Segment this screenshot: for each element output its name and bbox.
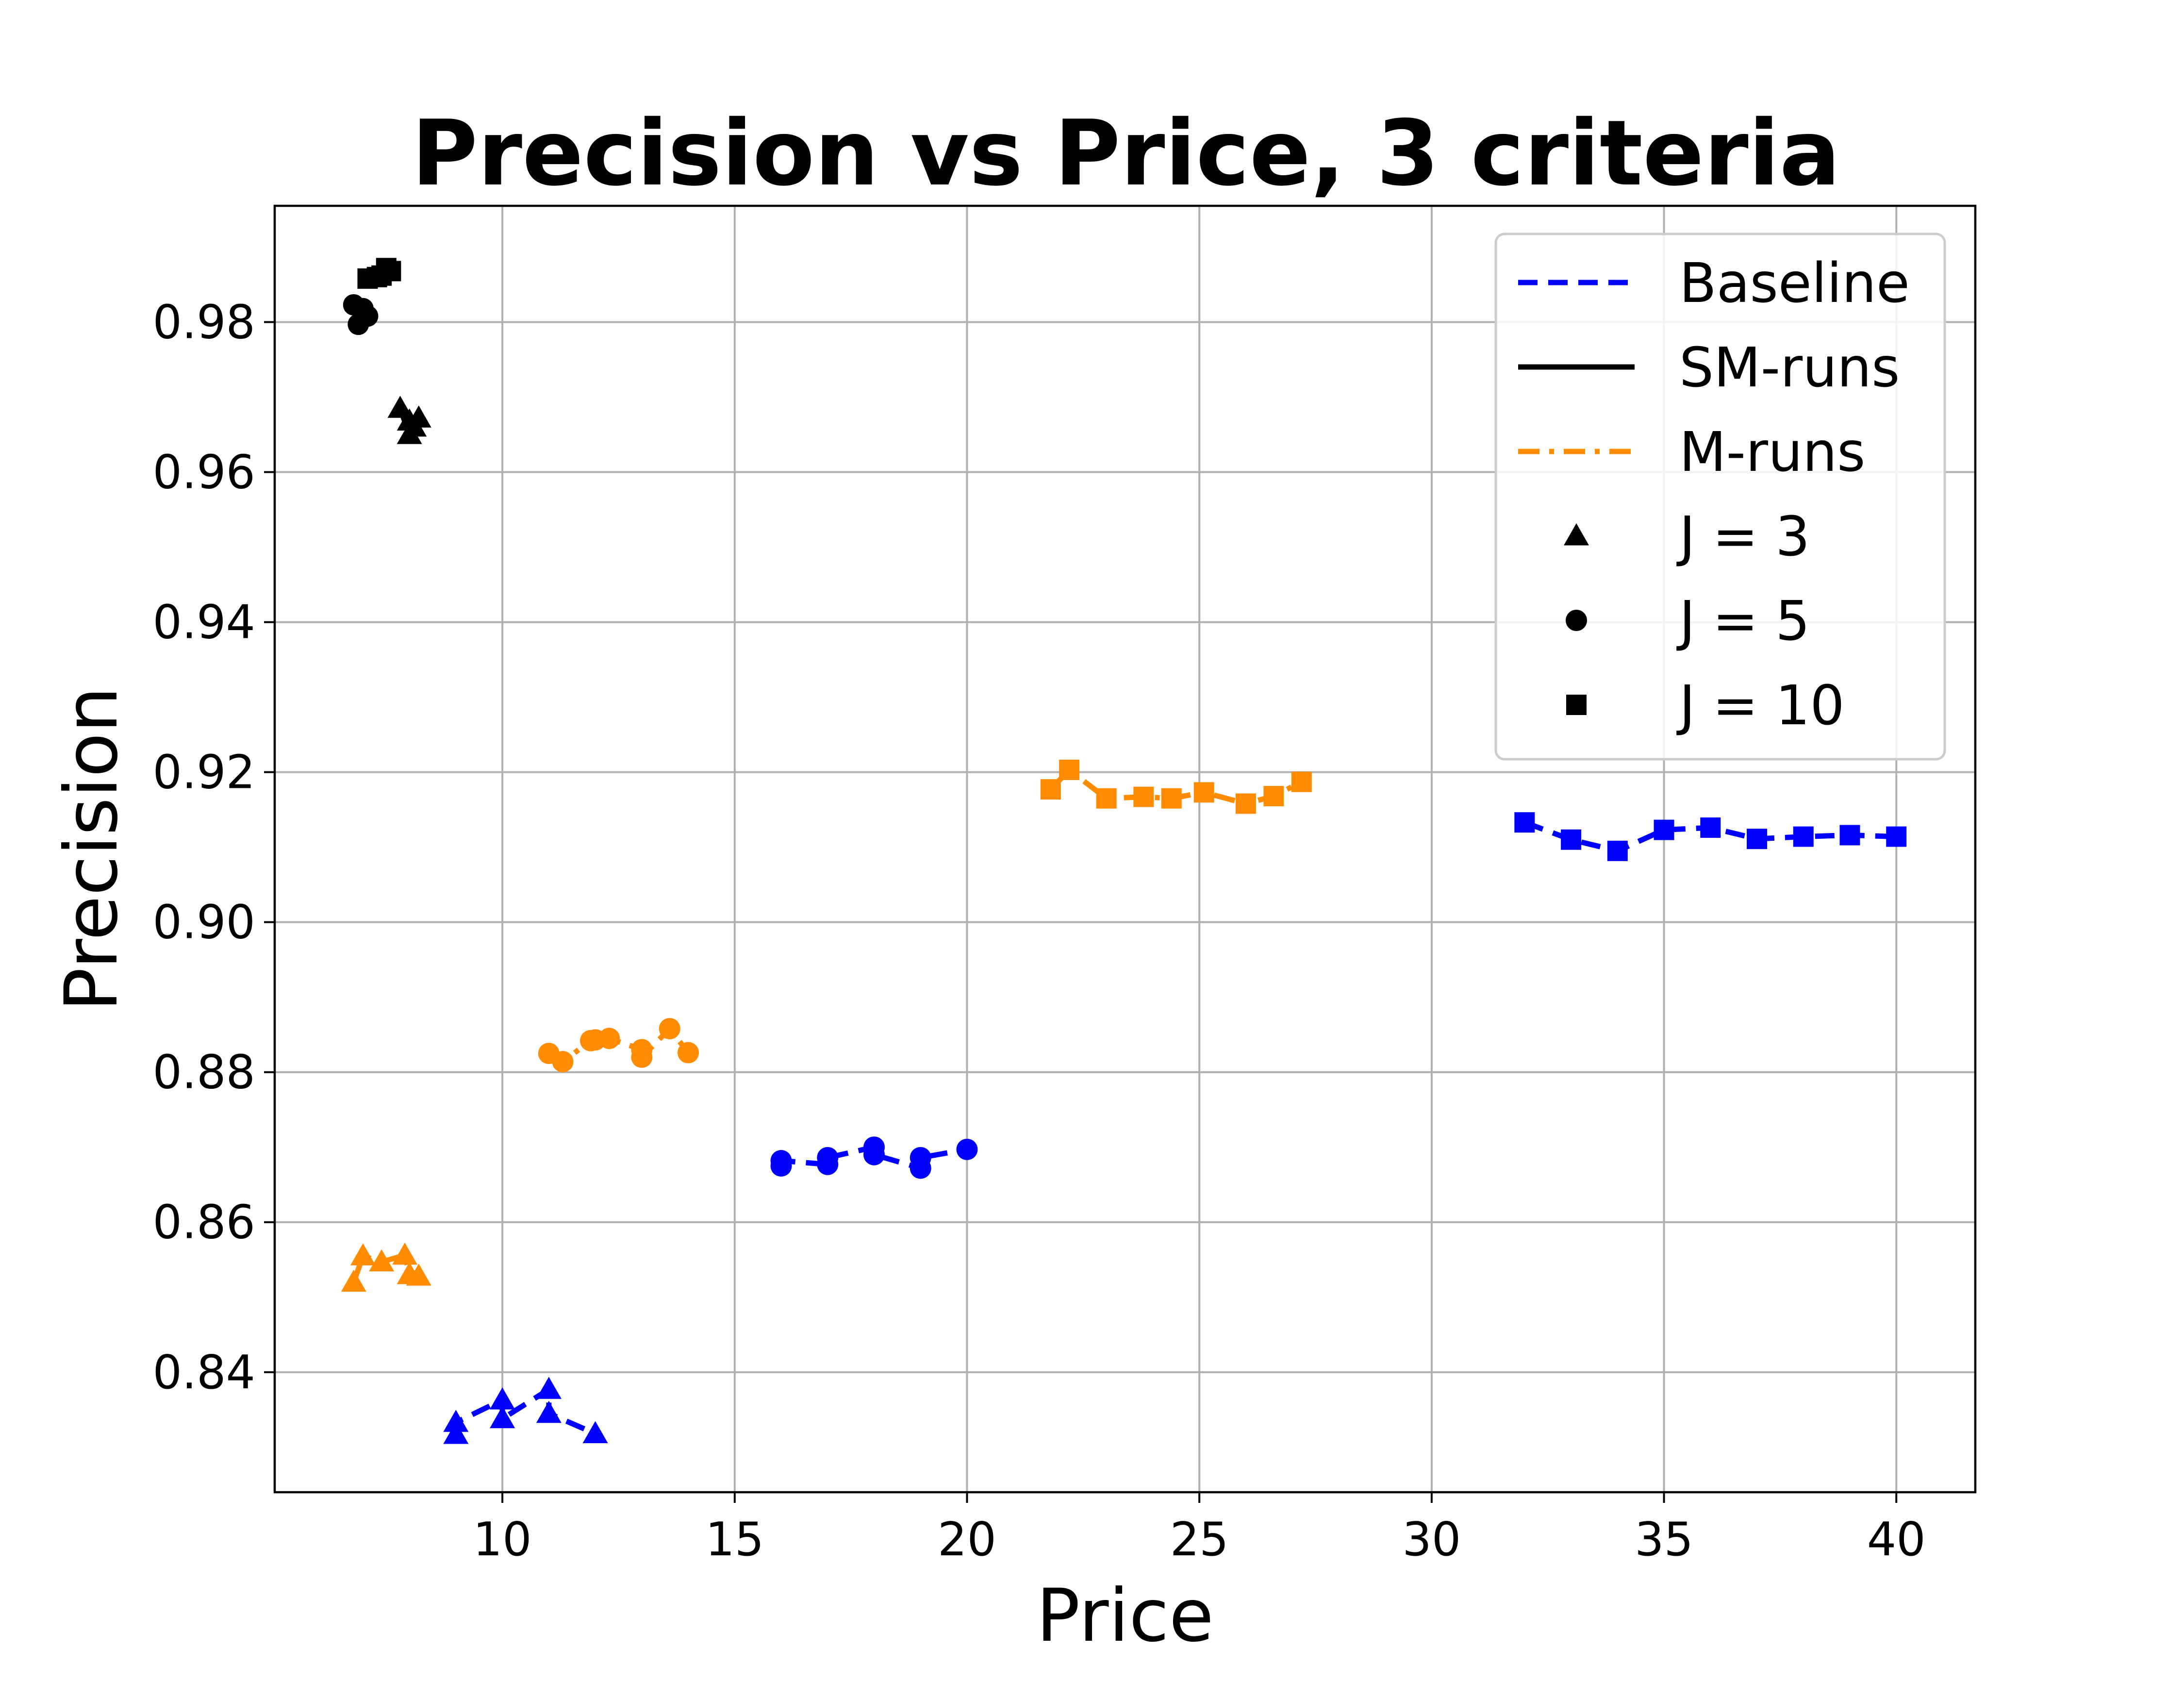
data-point: [350, 1243, 376, 1266]
legend-label: J = 5: [1676, 590, 1810, 653]
data-point: [1561, 829, 1582, 850]
x-axis-label: Price: [1036, 1574, 1214, 1658]
data-point: [341, 1269, 366, 1292]
y-tick-label: 0.98: [152, 296, 255, 350]
data-point: [956, 1138, 978, 1160]
data-point: [406, 1263, 431, 1286]
data-point: [1793, 826, 1814, 847]
series-m-runs-j3: [341, 1242, 431, 1292]
y-axis-label: Precision: [50, 686, 134, 1011]
data-point: [392, 1242, 418, 1265]
data-point: [1096, 788, 1117, 809]
data-point: [659, 1018, 680, 1040]
y-tick-label: 0.94: [152, 596, 255, 650]
data-point: [1059, 759, 1080, 780]
data-point: [770, 1150, 792, 1172]
data-point: [631, 1046, 653, 1068]
series-sm-runs-j5: [343, 294, 379, 335]
data-point: [443, 1422, 469, 1444]
data-point: [910, 1147, 931, 1168]
series-m-runs-j10: [1040, 759, 1312, 814]
data-point: [1514, 812, 1535, 833]
data-point: [1133, 786, 1154, 807]
x-tick-label: 25: [1170, 1513, 1229, 1566]
data-point: [1291, 771, 1312, 792]
data-point: [678, 1042, 699, 1064]
data-point: [369, 1249, 395, 1272]
data-point: [1235, 793, 1256, 814]
data-point: [536, 1400, 562, 1423]
grid: [275, 206, 1975, 1492]
data-point: [406, 405, 431, 428]
legend-label: J = 3: [1676, 505, 1810, 568]
x-tick-label: 40: [1867, 1513, 1926, 1566]
legend-marker-triangle: [1564, 523, 1589, 546]
legend-label: J = 10: [1676, 674, 1845, 737]
y-tick-label: 0.92: [152, 746, 255, 800]
x-tick-label: 30: [1402, 1513, 1461, 1566]
data-point: [1263, 786, 1284, 807]
data-point: [536, 1377, 562, 1399]
series-baseline-j3: [443, 1377, 608, 1444]
plot-series: [341, 258, 1907, 1444]
data-point: [598, 1028, 620, 1049]
series-baseline-j10: [1514, 812, 1907, 861]
x-tick-label: 10: [473, 1513, 532, 1566]
plot-frame: [273, 204, 1977, 1494]
series-sm-runs-j3: [387, 396, 431, 444]
y-tick-label: 0.86: [152, 1196, 255, 1249]
x-tick-label: 15: [705, 1513, 764, 1566]
data-point: [387, 396, 413, 418]
data-point: [863, 1144, 885, 1166]
data-point: [443, 1410, 469, 1432]
data-point: [1654, 819, 1674, 840]
data-point: [1700, 817, 1721, 838]
legend-label: M-runs: [1679, 421, 1865, 484]
data-point: [1040, 779, 1061, 800]
x-axis: 10 15 20 25 30 35 40: [473, 1492, 1926, 1566]
data-point: [1607, 840, 1628, 861]
y-tick-label: 0.90: [152, 896, 255, 949]
data-point: [817, 1147, 839, 1168]
series-m-runs-j5: [538, 1018, 699, 1073]
data-point: [490, 1387, 515, 1410]
legend-label: SM-runs: [1679, 336, 1900, 400]
data-point: [1886, 826, 1907, 847]
legend-marker-square: [1566, 695, 1587, 715]
legend-marker-circle: [1566, 610, 1587, 631]
legend-label: Baseline: [1679, 252, 1910, 315]
data-point: [582, 1421, 608, 1443]
data-point: [1839, 825, 1860, 846]
chart-title: Precision vs Price, 3 criteria: [412, 100, 1840, 206]
y-tick-label: 0.84: [152, 1346, 255, 1399]
data-point: [1193, 782, 1214, 803]
x-tick-label: 20: [938, 1513, 996, 1566]
data-point: [552, 1051, 574, 1073]
data-point: [1747, 829, 1768, 850]
data-point: [490, 1406, 515, 1429]
data-point: [1161, 788, 1182, 809]
series-baseline-j5: [770, 1136, 978, 1179]
data-point: [352, 301, 374, 323]
x-tick-label: 35: [1635, 1513, 1693, 1566]
y-tick-label: 0.96: [152, 446, 255, 500]
series-line: [547, 1026, 691, 1065]
y-tick-label: 0.88: [152, 1046, 255, 1099]
legend: Baseline SM-runs M-runs J = 3 J = 5 J = 10: [1494, 233, 1946, 761]
series-sm-runs-j10: [357, 258, 401, 289]
y-axis: 0.84 0.86 0.88 0.90 0.92 0.94 0.96 0.98: [152, 296, 275, 1399]
data-point: [371, 265, 392, 286]
